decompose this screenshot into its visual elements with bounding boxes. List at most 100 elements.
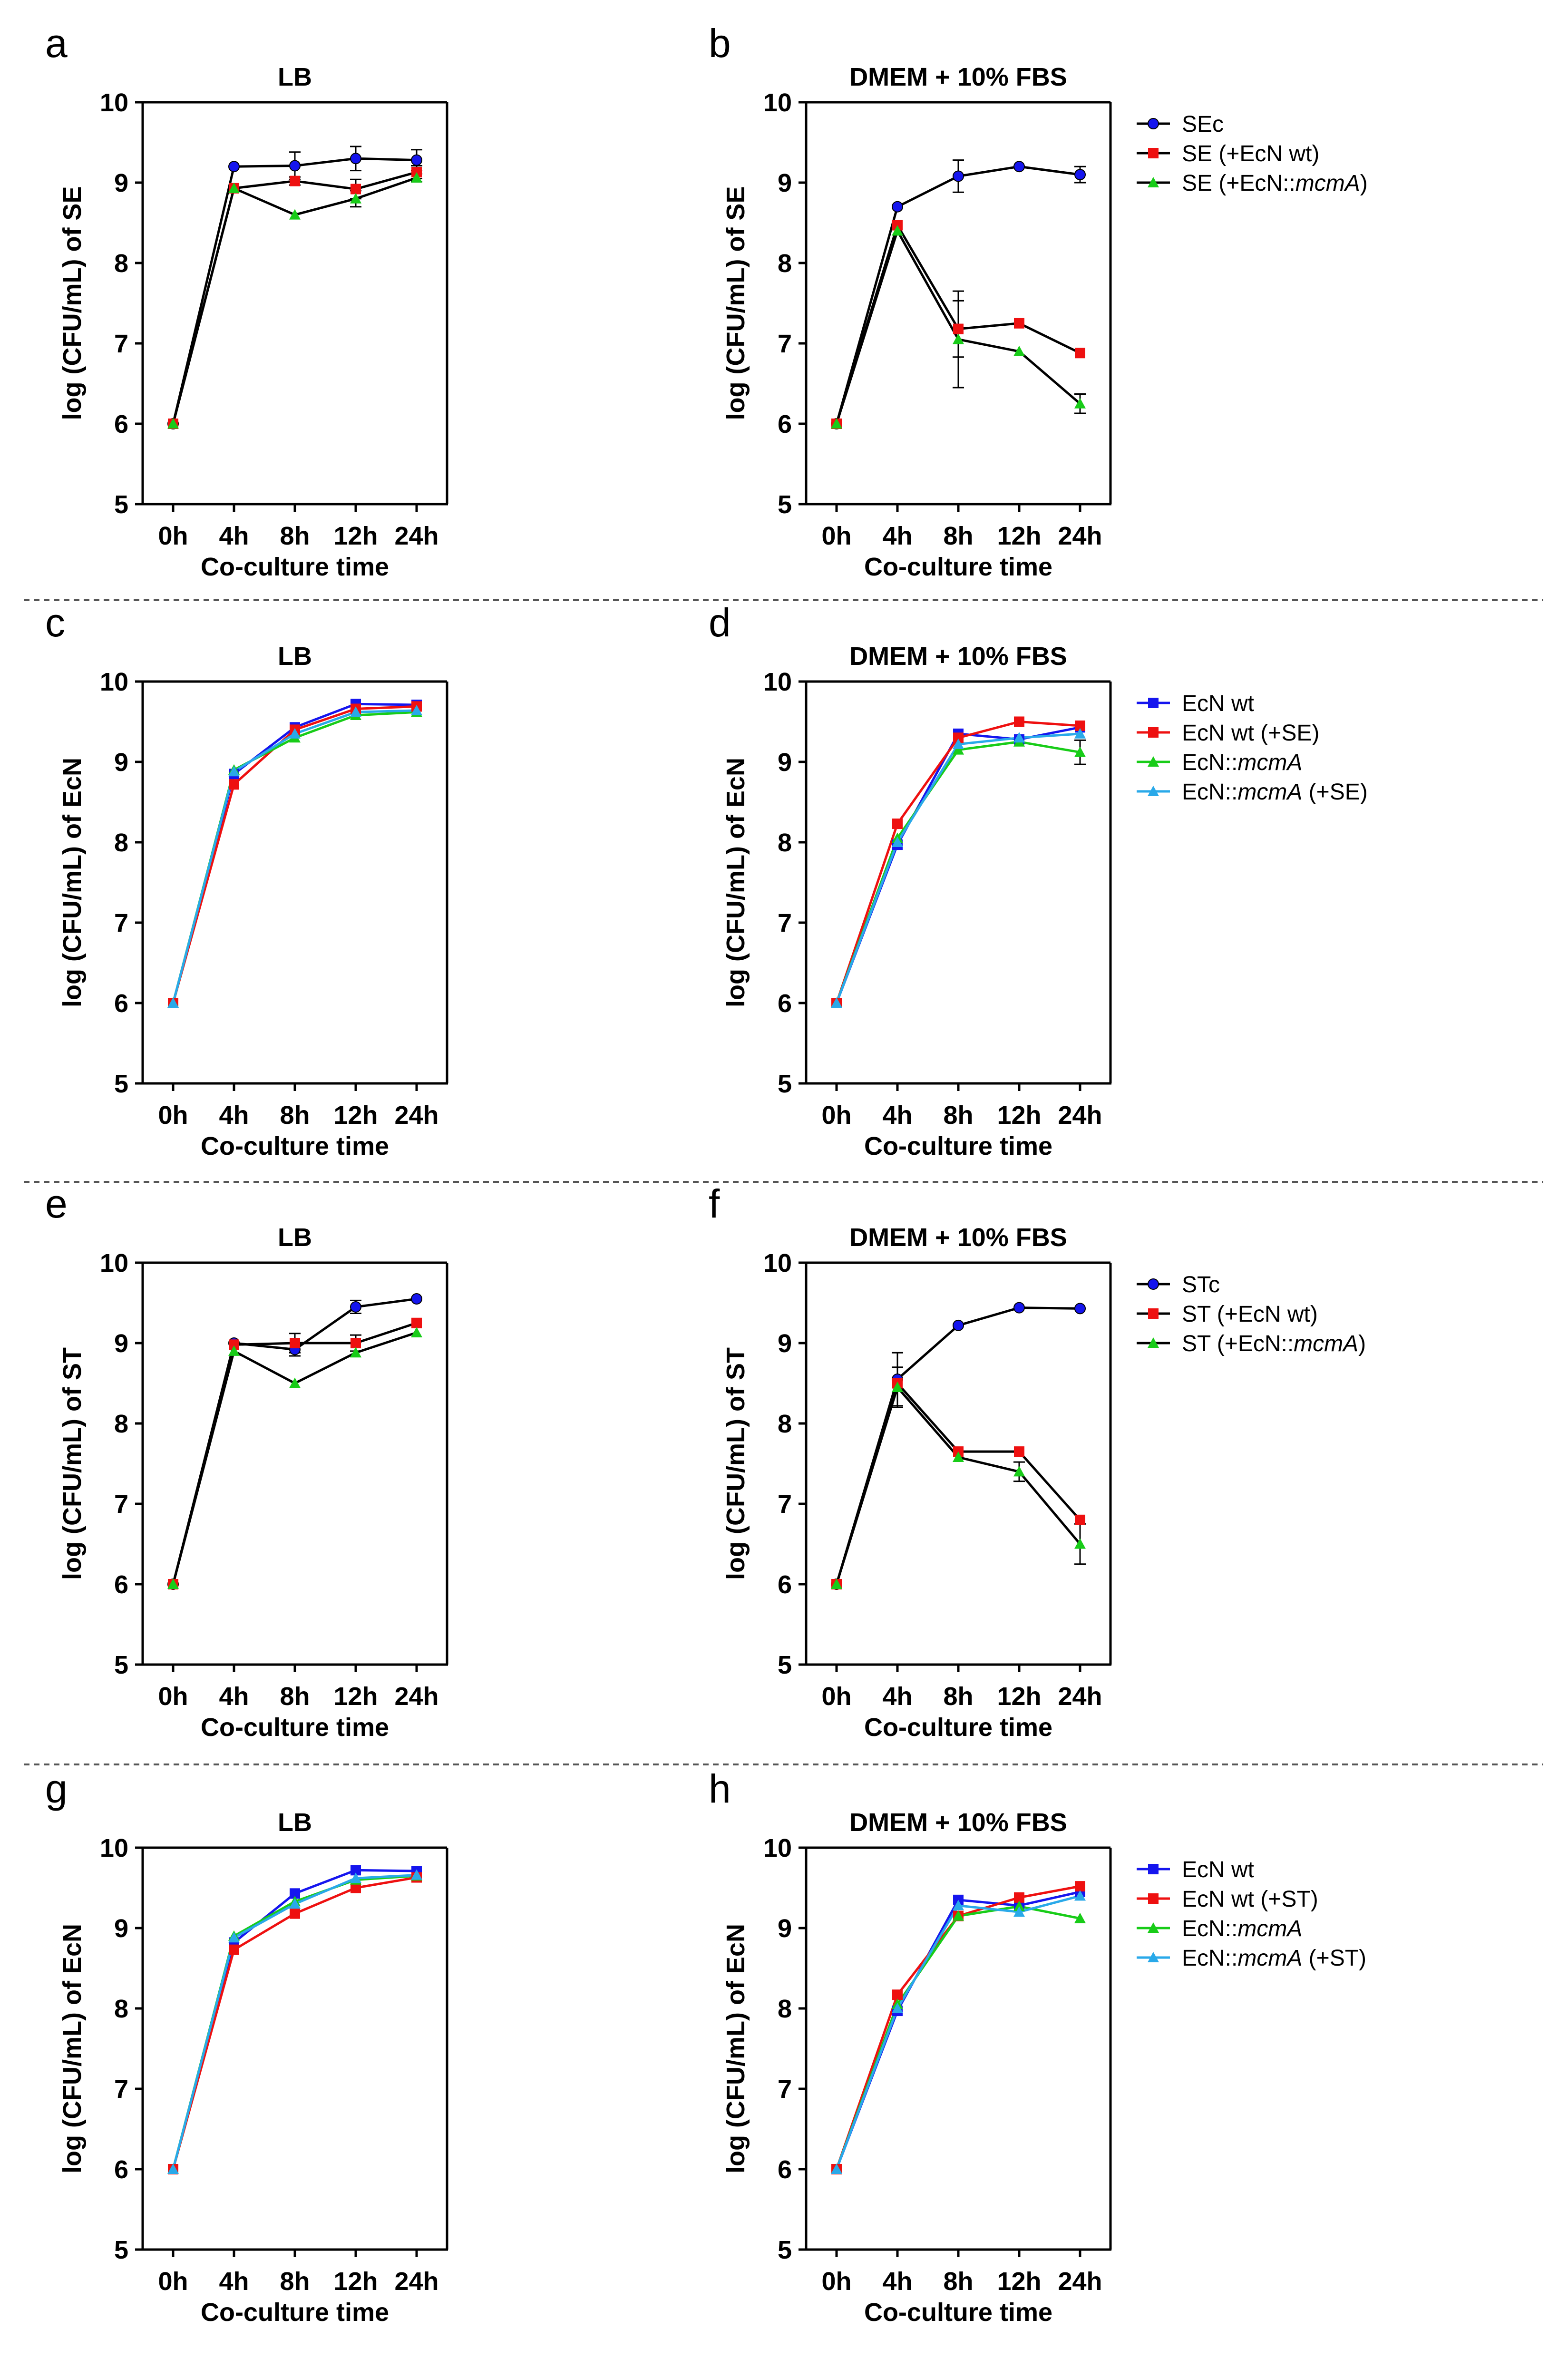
data-point-series-4 [228, 766, 240, 777]
panel-d: d DMEM + 10% FBS 5 6 7 8 9 10 0h 4h 8h 12h 24hCo-cul… [709, 600, 1368, 1160]
data-point-series-2 [229, 1944, 239, 1955]
panel-f: f DMEM + 10% FBS 5 6 7 8 9 10 0h 4h 8h 12h 24hCo-cul… [709, 1181, 1366, 1742]
x-axis-label: Co-culture time [864, 553, 1052, 581]
series-line-3 [172, 711, 417, 1004]
series-line-2 [835, 1382, 1081, 1585]
panel-letter: g [45, 1766, 68, 1811]
data-point-series-3 [892, 1381, 903, 1392]
data-point-series-3 [411, 1327, 422, 1338]
y-tick-label: 10 [100, 1834, 128, 1862]
legend-marker [1148, 1864, 1159, 1874]
series-line-1 [835, 1890, 1081, 2170]
x-tick-label: 8h [943, 2267, 973, 2296]
y-tick-label: 8 [778, 828, 792, 857]
series-line-3 [172, 1331, 417, 1585]
data-point-series-3 [1013, 1900, 1025, 1911]
chart-title: DMEM + 10% FBS [849, 63, 1067, 91]
y-tick-label: 6 [114, 2155, 128, 2184]
data-point-series-4 [411, 1869, 422, 1880]
y-tick-label: 10 [763, 1834, 792, 1862]
y-tick-label: 5 [114, 1651, 128, 1679]
data-point-series-4 [1013, 732, 1025, 743]
data-point-series-2 [290, 175, 300, 186]
x-tick-label: 24h [1058, 1682, 1102, 1711]
series-line-1 [172, 702, 417, 1004]
legend-marker [1148, 1893, 1159, 1904]
data-point-series-4 [289, 728, 301, 739]
data-point-series-1 [1074, 169, 1086, 181]
x-tick-label: 4h [219, 1682, 249, 1711]
data-point-series-3 [892, 225, 903, 236]
x-tick-label: 24h [394, 2267, 438, 2296]
panel-letter: f [709, 1181, 720, 1226]
x-tick-label: 4h [219, 2267, 249, 2296]
x-tick-label: 12h [333, 522, 378, 550]
legend-label: EcN::mcmA [1182, 1916, 1302, 1941]
x-tick-label: 4h [219, 522, 249, 550]
legend-label: EcN wt [1182, 691, 1254, 716]
chart-title: LB [278, 1223, 312, 1252]
chart-title: LB [278, 63, 312, 91]
data-point-series-2 [229, 779, 239, 790]
data-point-series-4 [350, 706, 361, 717]
legend-marker [1148, 786, 1159, 796]
x-tick-label: 4h [219, 1101, 249, 1130]
y-axis-label: log (CFU/mL) of EcN [721, 758, 750, 1007]
data-point-series-2 [892, 818, 903, 829]
x-tick-label: 8h [943, 1682, 973, 1711]
data-point-series-4 [167, 997, 179, 1008]
panel-letter: a [45, 21, 68, 66]
data-point-series-3 [831, 418, 842, 429]
data-point-series-2 [1075, 1881, 1085, 1892]
y-tick-label: 9 [114, 1914, 128, 1943]
legend-marker [1148, 177, 1159, 187]
y-tick-label: 6 [778, 989, 792, 1018]
series-line-3 [835, 741, 1081, 1004]
x-tick-label: 4h [882, 522, 912, 550]
y-tick-label: 9 [778, 1914, 792, 1943]
y-tick-label: 9 [778, 169, 792, 197]
y-tick-label: 9 [114, 169, 128, 197]
data-point-series-4 [289, 1898, 301, 1909]
data-point-series-2 [953, 323, 964, 334]
x-tick-label: 24h [394, 1101, 438, 1130]
series-line-2 [835, 721, 1081, 1004]
y-tick-label: 9 [778, 748, 792, 777]
y-tick-label: 7 [114, 2075, 128, 2104]
legend-marker [1148, 1922, 1159, 1933]
chart-title: LB [278, 1808, 312, 1837]
x-axis-label: Co-culture time [864, 1713, 1052, 1742]
data-point-series-3 [1074, 1538, 1086, 1549]
legend-marker [1148, 756, 1159, 767]
data-point-series-2 [1014, 716, 1024, 727]
chart-title: DMEM + 10% FBS [849, 642, 1067, 671]
legend-label: SE (+EcN::mcmA) [1182, 171, 1368, 196]
legend-label: EcN::mcmA (+SE) [1182, 780, 1368, 805]
data-point-series-2 [351, 1882, 361, 1893]
series-line-3 [172, 1874, 417, 2170]
y-tick-label: 7 [778, 330, 792, 358]
y-tick-label: 6 [114, 410, 128, 438]
x-tick-label: 0h [821, 1682, 851, 1711]
legend-label: EcN wt (+ST) [1182, 1887, 1318, 1912]
data-point-series-3 [1013, 345, 1025, 356]
y-tick-label: 10 [763, 1249, 792, 1277]
data-point-series-3 [1013, 1466, 1025, 1477]
y-tick-label: 7 [778, 909, 792, 937]
panel-letter: d [709, 600, 731, 645]
x-tick-label: 24h [394, 522, 438, 550]
data-point-series-3 [953, 1910, 964, 1921]
x-tick-label: 12h [333, 1101, 378, 1130]
y-tick-label: 7 [778, 1490, 792, 1519]
data-point-series-1 [350, 153, 361, 165]
y-tick-label: 8 [114, 828, 128, 857]
y-axis-label: log (CFU/mL) of ST [721, 1347, 750, 1580]
data-point-series-3 [411, 172, 422, 183]
y-tick-label: 10 [100, 668, 128, 696]
x-tick-label: 12h [333, 2267, 378, 2296]
x-axis-label: Co-culture time [864, 1132, 1052, 1160]
x-tick-label: 0h [158, 1101, 188, 1130]
